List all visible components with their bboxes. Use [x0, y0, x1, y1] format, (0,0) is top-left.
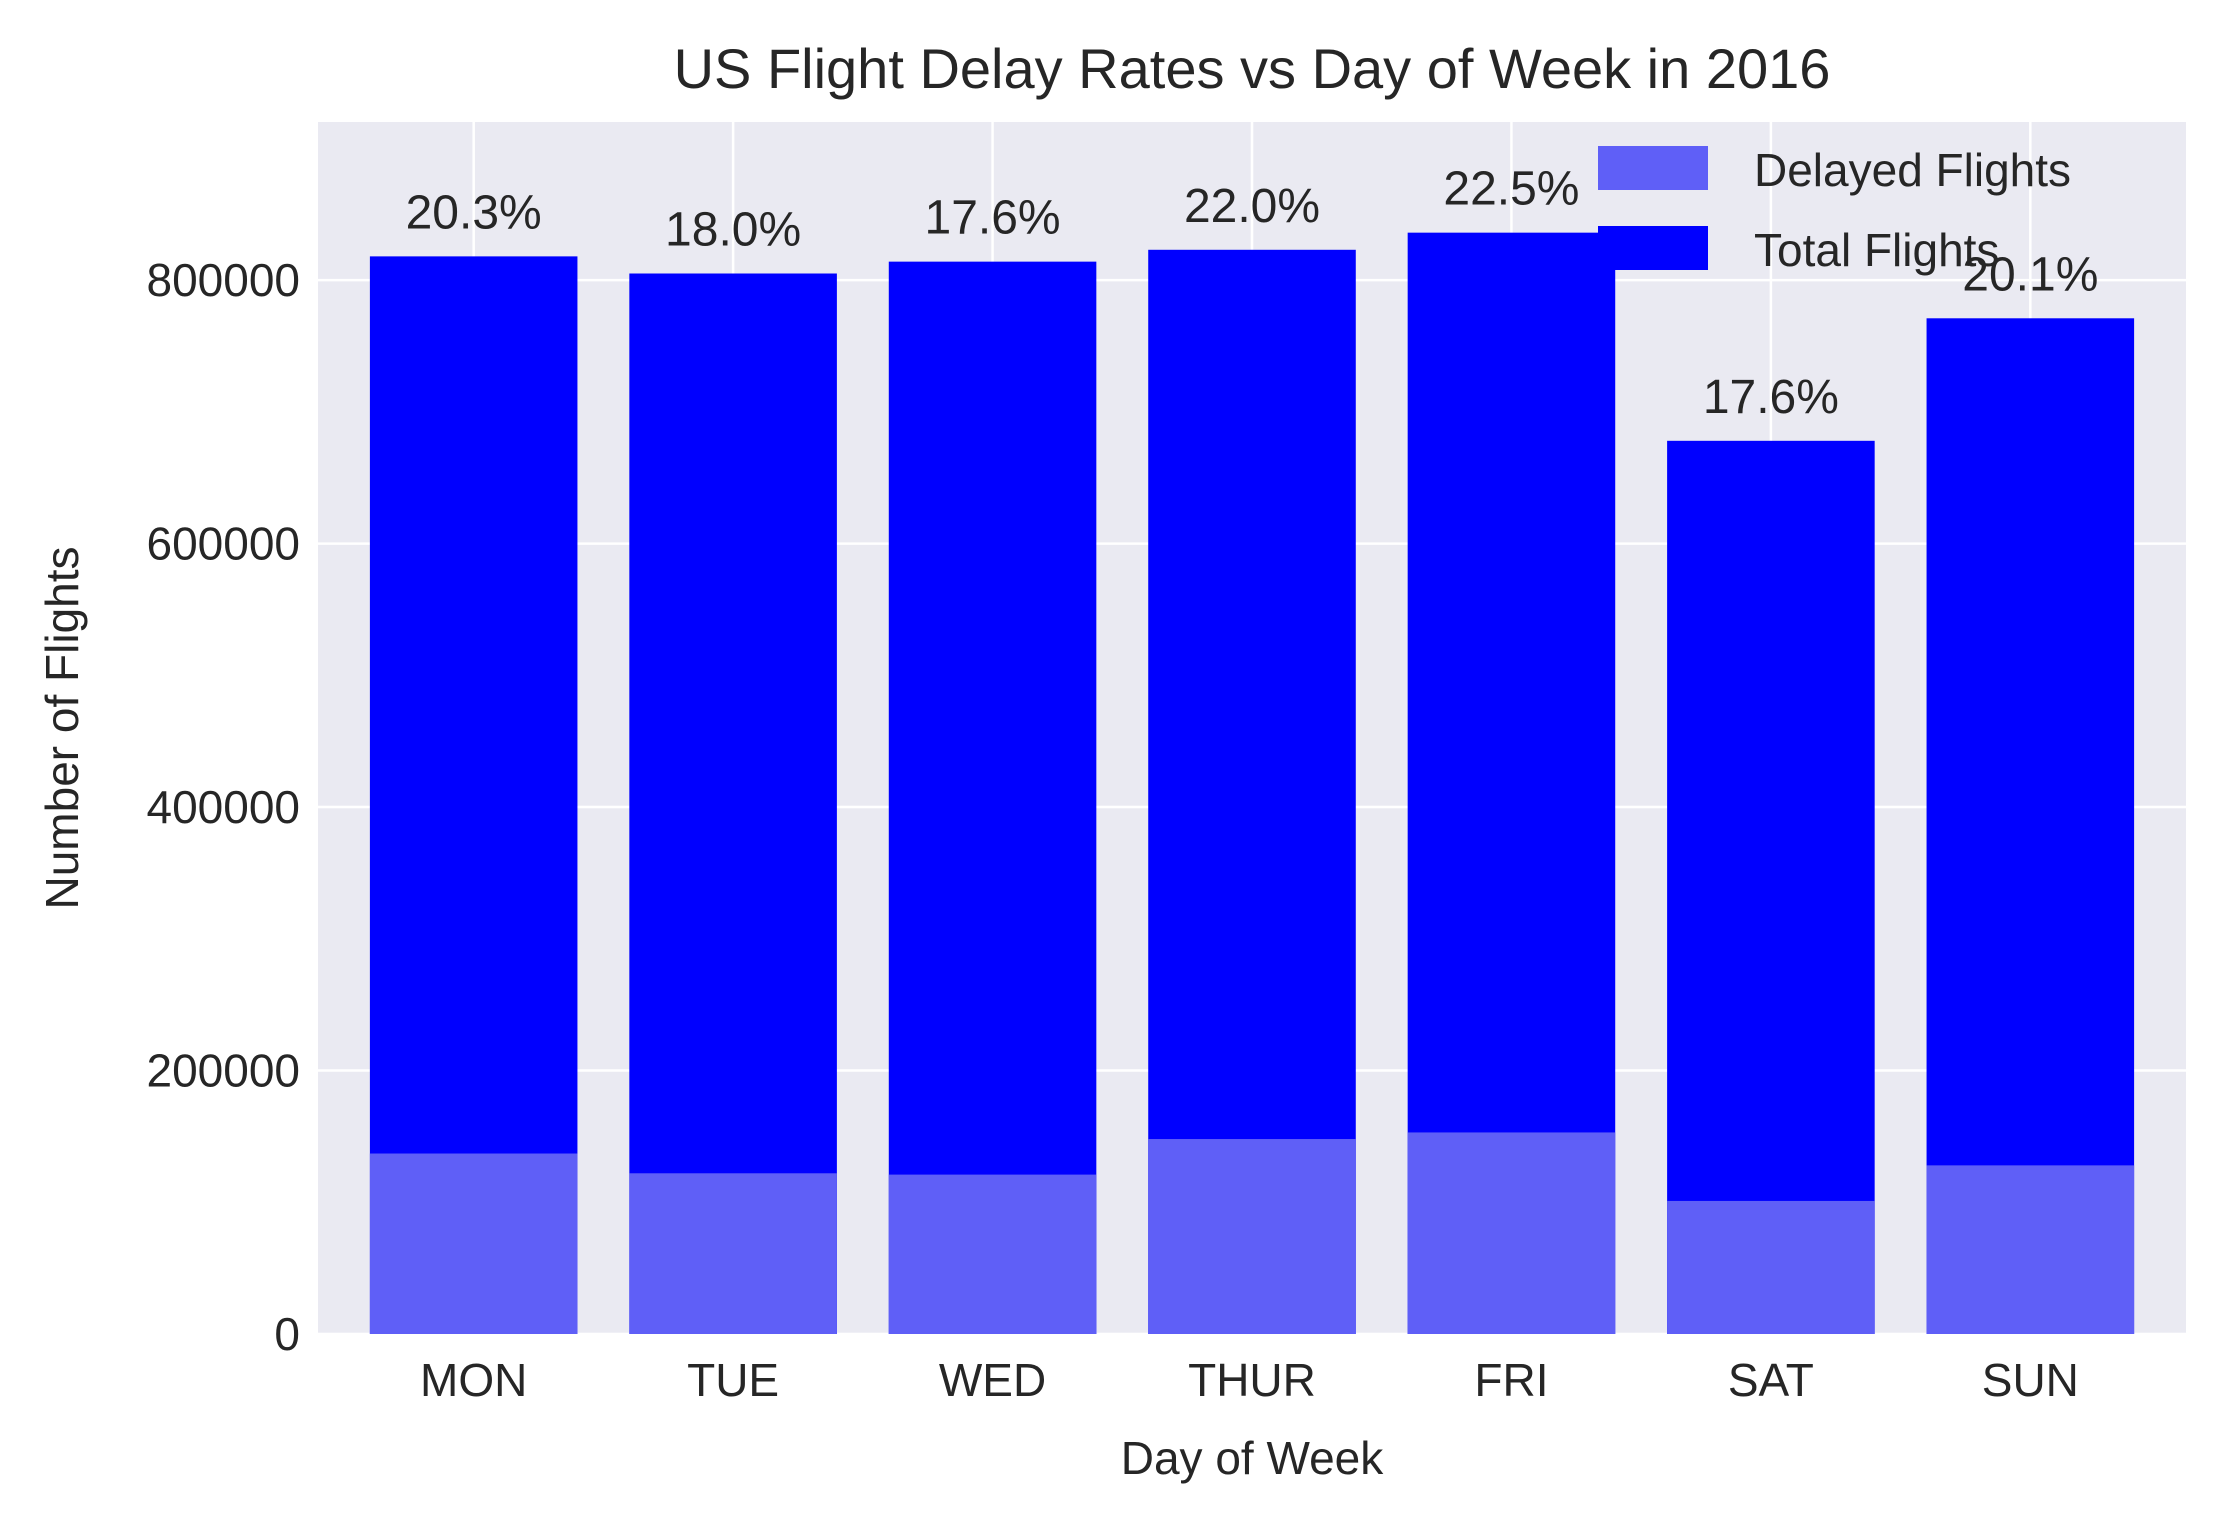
x-tick-label: SUN [1982, 1354, 2079, 1406]
data-label: 18.0% [665, 204, 801, 257]
bars [369, 232, 2135, 1335]
bar-delayed-fri [1407, 1132, 1616, 1334]
y-tick-label: 200000 [147, 1045, 301, 1097]
x-tick-label: THUR [1188, 1354, 1316, 1406]
legend-label-total: Total Flights [1754, 224, 1999, 276]
bar-delayed-sat [1667, 1200, 1875, 1334]
data-label: 20.1% [1962, 248, 2098, 301]
data-label: 17.6% [1703, 371, 1839, 424]
bar-delayed-tue [629, 1173, 837, 1334]
data-label: 20.3% [406, 186, 542, 239]
bar-delayed-thur [1148, 1139, 1356, 1334]
y-tick-label: 600000 [147, 518, 301, 570]
bar-delayed-sun [1926, 1165, 2135, 1334]
legend-swatch-delayed [1598, 146, 1708, 190]
x-tick-label: FRI [1474, 1354, 1548, 1406]
bar-total-sat [1667, 440, 1875, 1334]
bar-delayed-wed [888, 1174, 1097, 1334]
chart-title: US Flight Delay Rates vs Day of Week in … [674, 37, 1831, 100]
x-axis-ticks: MON TUE WED THUR FRI SAT SUN [420, 1354, 2079, 1406]
y-tick-label: 800000 [147, 254, 301, 306]
y-tick-label: 0 [274, 1308, 300, 1360]
legend-swatch-total [1598, 226, 1708, 270]
bar-total-wed [888, 261, 1097, 1335]
x-tick-label: TUE [687, 1354, 779, 1406]
y-axis-label: Number of Flights [36, 546, 88, 909]
y-axis-ticks: 0 200000 400000 600000 800000 [147, 254, 301, 1360]
data-label: 22.0% [1184, 180, 1320, 233]
data-label: 17.6% [925, 192, 1061, 245]
x-tick-label: SAT [1728, 1354, 1814, 1406]
bar-total-tue [629, 273, 837, 1334]
bar-delayed-mon [369, 1153, 578, 1334]
x-axis-label: Day of Week [1121, 1432, 1384, 1484]
data-label: 22.5% [1443, 163, 1579, 216]
bar-total-sun [1926, 318, 2135, 1335]
data-labels: 20.3% 18.0% 17.6% 22.0% 22.5% 17.6% 20.1% [406, 163, 2099, 424]
x-tick-label: WED [939, 1354, 1046, 1406]
legend-label-delayed: Delayed Flights [1754, 144, 2071, 196]
legend: Delayed Flights Total Flights [1598, 144, 2071, 276]
y-tick-label: 400000 [147, 781, 301, 833]
x-tick-label: MON [420, 1354, 527, 1406]
